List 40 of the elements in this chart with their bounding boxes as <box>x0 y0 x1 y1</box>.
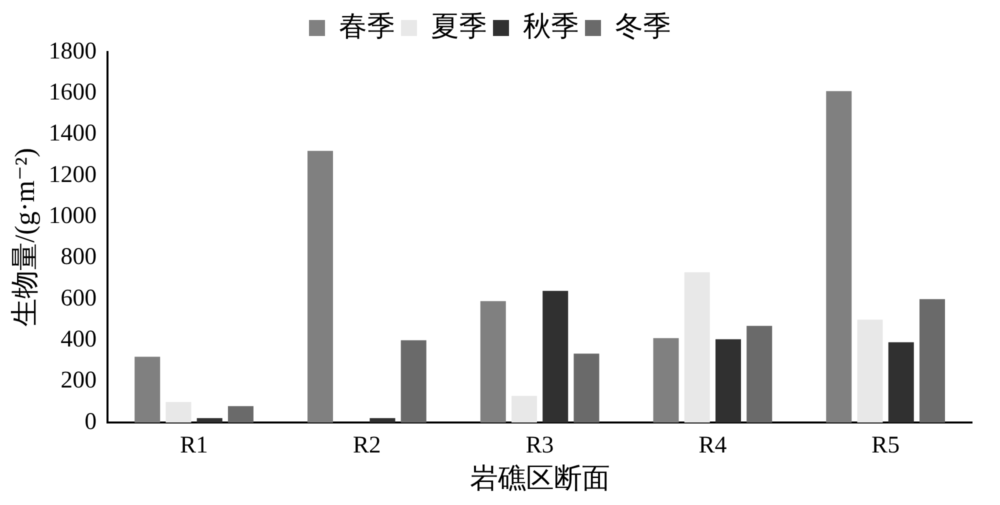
bar <box>511 396 537 423</box>
bar <box>400 340 426 423</box>
y-tick-label: 1800 <box>48 38 97 64</box>
y-tick-label: 400 <box>60 326 97 353</box>
x-tick-label: R2 <box>352 432 381 458</box>
bar <box>134 356 160 423</box>
y-tick-label: 1600 <box>48 79 97 106</box>
bar <box>684 272 710 423</box>
x-tick-label: R4 <box>698 432 727 458</box>
bar <box>228 406 254 423</box>
y-tick-label: 1200 <box>48 162 97 188</box>
bar <box>370 418 396 423</box>
bar <box>542 290 568 423</box>
y-axis-title: 生物量/(g·m⁻²) <box>10 148 42 327</box>
legend-label: 夏季 <box>431 11 487 42</box>
bar <box>196 418 222 423</box>
bar <box>888 342 914 423</box>
y-tick-label: 600 <box>60 285 97 312</box>
y-tick-label: 800 <box>60 244 97 270</box>
bar <box>307 150 333 423</box>
bar <box>746 326 772 423</box>
bar <box>653 338 679 423</box>
y-tick-label: 0 <box>84 408 97 435</box>
bar <box>857 320 883 423</box>
bar <box>919 299 945 423</box>
legend-label: 秋季 <box>523 11 579 42</box>
x-tick-label: R1 <box>180 432 208 458</box>
legend-label: 冬季 <box>615 11 671 42</box>
x-tick-label: R3 <box>526 432 554 458</box>
bar <box>166 402 192 423</box>
x-axis-title: 岩礁区断面 <box>470 464 610 495</box>
y-tick-label: 1400 <box>48 120 97 147</box>
y-tick-label: 200 <box>60 368 97 394</box>
bar <box>574 354 600 423</box>
legend-label: 春季 <box>339 11 395 42</box>
x-tick-label: R5 <box>872 432 900 458</box>
bar <box>826 91 852 423</box>
bar <box>715 339 741 423</box>
bar <box>480 301 506 423</box>
y-tick-label: 1000 <box>48 203 97 230</box>
